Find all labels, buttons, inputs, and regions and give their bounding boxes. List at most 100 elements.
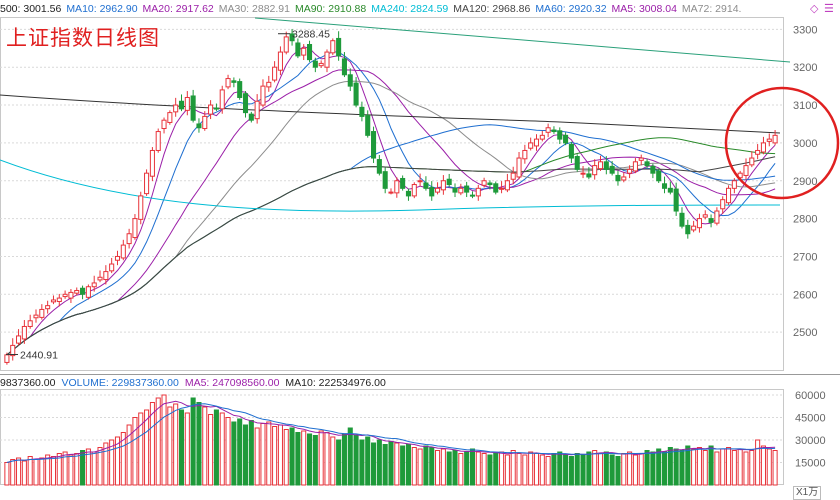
volume-bar: [272, 426, 278, 486]
candle-body: [452, 187, 458, 193]
candle-body: [568, 143, 574, 159]
volume-bar: [528, 451, 534, 486]
candle-body: [760, 142, 766, 153]
volume-bars: [4, 394, 778, 486]
volume-bar: [132, 417, 138, 486]
volume-bar: [301, 430, 307, 486]
volume-bar: [33, 459, 39, 486]
candle-body: [213, 107, 219, 110]
low-label: 2440.91: [20, 350, 58, 362]
candle-body: [714, 210, 720, 224]
diamond-icon[interactable]: ◇: [810, 3, 819, 15]
candle-body: [394, 180, 400, 194]
legend-item: MA72: 2914.: [681, 3, 742, 15]
volume-bar: [109, 439, 115, 486]
volume-bar: [248, 420, 254, 486]
volume-bar: [306, 433, 313, 486]
candle-body: [528, 142, 534, 149]
volume-bar: [545, 456, 551, 486]
candle-body: [68, 291, 74, 299]
y-axis-labels: 2500 2600 2700 2800 2900 3000 3100 3200 3300 1500…: [793, 24, 826, 469]
volume-bar: [580, 454, 586, 486]
volume-bar: [237, 418, 243, 486]
volume-bar: [464, 451, 470, 486]
volume-bar: [568, 456, 574, 486]
volume-bar: [440, 448, 446, 486]
chart-grid: [0, 17, 840, 485]
legend-item: MA10: 222534976.00: [285, 377, 386, 389]
candle-body: [196, 123, 202, 129]
candle-body: [621, 176, 627, 181]
candle-body: [708, 218, 714, 223]
candle-body: [97, 276, 103, 281]
volume-bar: [679, 450, 685, 486]
candle-body: [312, 60, 318, 68]
volume-bar: [161, 394, 167, 486]
volume-bar: [173, 403, 179, 486]
candle-body: [126, 233, 132, 245]
candle-body: [132, 218, 138, 239]
candle-body: [225, 78, 231, 88]
volume-tick-label: 60000: [795, 390, 826, 402]
volume-scale-button[interactable]: X1万: [793, 486, 822, 500]
ma-line: [6, 46, 776, 356]
volume-bar: [347, 427, 353, 486]
candlestick-series: [4, 28, 778, 365]
volume-ma-line: [6, 403, 776, 463]
volume-bar: [260, 423, 266, 486]
volume-bar: [743, 451, 749, 486]
volume-bar: [365, 436, 371, 486]
volume-bar: [126, 424, 132, 486]
volume-bar: [405, 444, 411, 486]
candle-body: [16, 335, 22, 344]
volume-bar: [760, 445, 766, 486]
menu-icon[interactable]: ☰: [824, 3, 834, 15]
volume-bar: [167, 406, 173, 486]
candle-body: [120, 244, 126, 259]
price-tick-label: 2500: [793, 327, 817, 339]
volume-bar: [318, 430, 324, 486]
candle-body: [237, 81, 243, 98]
volume-bar: [644, 450, 650, 486]
volume-bar: [10, 459, 16, 486]
volume-bar: [656, 448, 662, 486]
legend-item: MA5: 247098560.00: [184, 377, 280, 389]
candle-body: [341, 58, 347, 76]
volume-bar: [39, 457, 45, 486]
candle-body: [272, 66, 278, 81]
candle-body: [50, 299, 57, 303]
volume-bar: [708, 445, 714, 486]
volume-bar: [661, 451, 668, 486]
candle-body: [667, 187, 673, 193]
candle-body: [458, 187, 464, 194]
candle-body: [743, 165, 749, 176]
candle-body: [260, 85, 266, 106]
volume-bar: [371, 442, 377, 486]
volume-bar: [359, 439, 365, 486]
candle-body: [504, 180, 510, 191]
candle-body: [62, 293, 68, 298]
candle-body: [138, 195, 144, 220]
volume-bar: [493, 453, 499, 486]
candle-body: [551, 129, 557, 133]
candle-body: [173, 104, 179, 113]
candle-body: [144, 172, 150, 195]
candle-body: [254, 100, 260, 120]
volume-bar: [499, 451, 505, 486]
volume-bar: [277, 424, 283, 486]
volume-bar: [714, 451, 720, 486]
candle-body: [464, 185, 470, 193]
volume-tick-label: 45000: [795, 413, 826, 425]
candle-body: [277, 51, 283, 71]
candle-body: [33, 314, 39, 319]
volume-bar: [516, 453, 522, 486]
volume-bar: [4, 462, 10, 486]
candle-body: [295, 42, 301, 57]
candle-body: [85, 286, 91, 298]
candle-body: [359, 106, 365, 117]
volume-bar: [597, 453, 604, 486]
candle-body: [324, 51, 330, 68]
legend-item: MA60: 2920.32: [535, 3, 607, 15]
volume-bar: [429, 447, 435, 486]
volume-bar: [225, 417, 231, 486]
